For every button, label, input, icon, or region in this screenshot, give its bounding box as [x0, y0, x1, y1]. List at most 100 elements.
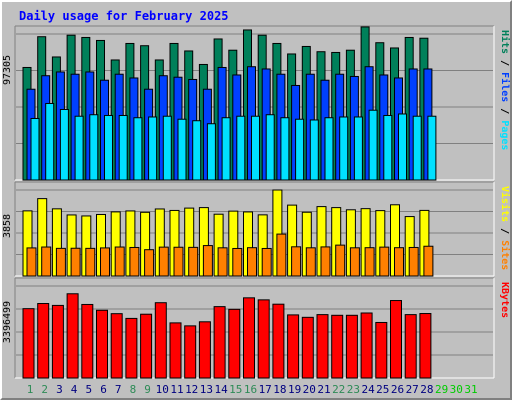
bar-kbytes-day-7: [110, 313, 123, 379]
bar-kbytes-day-9: [140, 313, 153, 379]
bar-kbytes-day-16: [243, 297, 255, 379]
x-tick-day-9: 9: [144, 383, 151, 396]
legend-3: KBytes: [499, 282, 510, 318]
bar-sites-day-28: [423, 245, 434, 277]
bar-sites-day-15: [232, 247, 243, 277]
bar-pages-day-28: [427, 115, 437, 181]
x-tick-day-30: 30: [450, 383, 463, 396]
legend-separator: /: [499, 222, 510, 240]
bar-sites-day-12: [188, 246, 199, 277]
bar-pages-day-13: [206, 123, 216, 181]
bar-sites-day-10: [158, 246, 169, 277]
bar-sites-day-23: [349, 247, 360, 277]
x-tick-day-2: 2: [41, 383, 48, 396]
bar-sites-day-18: [276, 233, 287, 277]
bar-pages-day-11: [177, 118, 187, 181]
bar-pages-day-20: [309, 119, 319, 181]
bar-sites-day-11: [173, 246, 184, 277]
x-tick-day-24: 24: [361, 383, 375, 396]
x-tick-day-5: 5: [85, 383, 92, 396]
bar-pages-day-6: [104, 114, 113, 181]
bar-kbytes-day-6: [96, 309, 108, 379]
bar-sites-day-21: [320, 246, 331, 277]
bar-pages-day-7: [118, 114, 128, 181]
bar-kbytes-day-22: [331, 314, 344, 379]
bar-pages-day-27: [412, 115, 422, 181]
bar-pages-day-26: [398, 113, 407, 181]
x-tick-day-31: 31: [464, 383, 477, 396]
bar-kbytes-day-19: [287, 314, 300, 379]
bar-pages-day-23: [353, 116, 363, 181]
x-tick-day-11: 11: [170, 383, 183, 396]
bar-kbytes-day-26: [390, 300, 402, 379]
legend-sites: Sites: [499, 240, 510, 270]
legend-2: Visits / Sites: [499, 186, 510, 270]
bar-kbytes-day-12: [184, 325, 197, 379]
x-tick-day-26: 26: [391, 383, 404, 396]
bar-pages-day-9: [148, 116, 158, 181]
x-tick-day-21: 21: [317, 383, 330, 396]
bar-pages-day-16: [251, 115, 260, 181]
x-tick-day-10: 10: [156, 383, 169, 396]
bar-sites-day-14: [217, 247, 228, 277]
bar-sites-day-19: [291, 246, 302, 277]
bar-sites-day-6: [100, 247, 110, 277]
bar-kbytes-day-10: [154, 302, 167, 379]
bar-sites-day-9: [144, 249, 155, 277]
bar-kbytes-day-21: [316, 314, 329, 379]
bar-kbytes-day-24: [360, 312, 373, 379]
bar-sites-day-22: [335, 244, 346, 277]
bar-kbytes-day-27: [404, 314, 417, 379]
x-tick-day-1: 1: [27, 383, 34, 396]
x-tick-day-3: 3: [56, 383, 63, 396]
bar-sites-day-20: [305, 247, 316, 277]
bar-sites-day-25: [379, 246, 390, 277]
x-tick-day-12: 12: [185, 383, 198, 396]
chart-title: Daily usage for February 2025: [19, 9, 229, 23]
bar-pages-day-21: [324, 117, 334, 181]
bar-pages-day-1: [30, 117, 40, 181]
legend-files: Files: [499, 72, 510, 102]
bar-kbytes-day-28: [419, 313, 432, 379]
x-tick-day-19: 19: [288, 383, 301, 396]
x-tick-day-13: 13: [200, 383, 213, 396]
x-tick-day-23: 23: [347, 383, 360, 396]
bar-sites-day-26: [394, 247, 404, 277]
bar-kbytes-day-17: [257, 299, 270, 379]
x-tick-day-15: 15: [229, 383, 242, 396]
y-max-label: 97305: [2, 55, 13, 85]
x-tick-day-29: 29: [435, 383, 448, 396]
x-tick-day-16: 16: [244, 383, 257, 396]
bar-kbytes-day-14: [213, 306, 226, 379]
x-tick-day-18: 18: [273, 383, 286, 396]
legend-1: Hits / Files / Pages: [499, 30, 510, 150]
x-tick-day-17: 17: [259, 383, 272, 396]
bar-pages-day-10: [162, 115, 172, 181]
bar-pages-day-4: [74, 115, 84, 181]
bar-pages-day-12: [192, 120, 202, 181]
x-tick-day-4: 4: [71, 383, 78, 396]
bar-sites-day-3: [55, 247, 66, 277]
legend-hits: Hits: [499, 30, 510, 54]
x-tick-day-7: 7: [115, 383, 122, 396]
x-tick-day-14: 14: [214, 383, 228, 396]
x-tick-day-8: 8: [130, 383, 137, 396]
bar-kbytes-day-1: [22, 308, 35, 379]
bar-pages-day-18: [280, 117, 290, 181]
bar-pages-day-15: [236, 115, 246, 181]
bar-pages-day-2: [45, 102, 55, 181]
legend-separator: /: [499, 102, 510, 120]
bar-kbytes-day-5: [81, 303, 94, 379]
legend-kbytes: KBytes: [499, 282, 510, 318]
bar-pages-day-22: [339, 116, 349, 181]
bar-sites-day-4: [70, 247, 81, 277]
bar-kbytes-day-18: [272, 303, 285, 379]
bar-sites-day-2: [41, 246, 52, 277]
legend-separator: /: [499, 54, 510, 72]
x-tick-day-25: 25: [376, 383, 389, 396]
x-tick-day-6: 6: [100, 383, 107, 396]
bar-pages-day-3: [59, 108, 69, 181]
bar-kbytes-day-25: [375, 321, 388, 379]
